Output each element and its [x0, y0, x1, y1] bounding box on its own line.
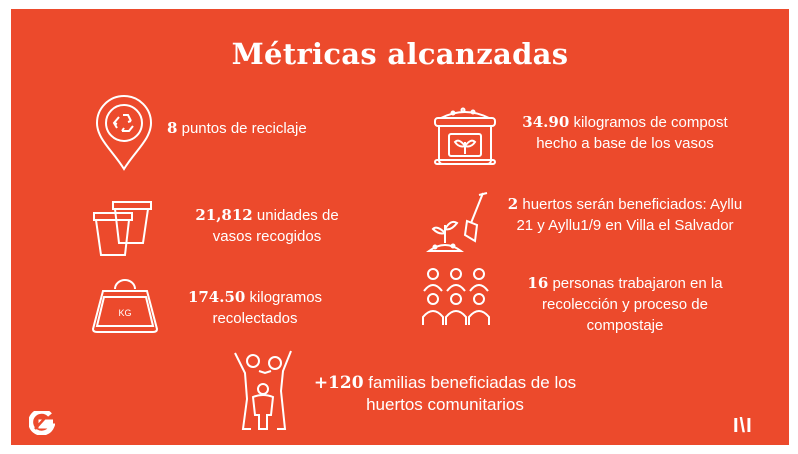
metric-cups-collected: 21,812 unidades de vasos recogidos	[183, 205, 351, 247]
metric-text: huertos serán beneficiados: Ayllu 21 y A…	[516, 196, 743, 234]
metric-gardens: 2 huertos serán beneficiados: Ayllu 21 y…	[505, 194, 745, 236]
compost-bag-icon	[429, 102, 501, 166]
metric-text: familias beneficiadas de los huertos com…	[366, 373, 577, 414]
garden-shovel-icon	[425, 191, 491, 255]
slide: Métricas alcanzadas 8 puntos de reciclaj…	[11, 9, 789, 445]
slide-title: Métricas alcanzadas	[231, 37, 569, 71]
metric-text: kilogramos recolectados	[212, 289, 323, 327]
metric-text: unidades de vasos recogidos	[212, 207, 339, 245]
family-icon	[231, 349, 295, 433]
people-group-icon	[419, 267, 493, 329]
kg-weight-icon: KG	[89, 277, 161, 335]
metric-number: 2	[507, 195, 519, 213]
metric-compost: 34.90 kilogramos de compost hecho a base…	[509, 112, 741, 154]
metric-number: 8	[167, 119, 178, 137]
metric-number: 34.90	[522, 113, 570, 131]
gatorade-logo-icon	[28, 408, 56, 436]
recycling-point-icon	[93, 93, 155, 173]
metric-number: 21,812	[195, 206, 253, 224]
svg-text:KG: KG	[118, 308, 131, 318]
metric-number: +120	[313, 373, 364, 393]
metric-text: personas trabajaron en la recolección y …	[542, 275, 723, 334]
metric-recycling-points: 8 puntos de reciclaje	[167, 118, 307, 139]
cups-icon	[91, 199, 153, 257]
brand-logo-right: I\I	[733, 415, 753, 437]
metric-people: 16 personas trabajaron en la recolección…	[507, 273, 743, 336]
metric-text: kilogramos de compost hecho a base de lo…	[536, 114, 728, 152]
metric-number: 174.50	[187, 288, 246, 306]
metric-families: +120 familias beneficiadas de los huerto…	[309, 372, 581, 416]
metric-number: 16	[527, 274, 549, 292]
metric-text: puntos de reciclaje	[181, 120, 307, 137]
metric-kg-collected: 174.50 kilogramos recolectados	[181, 287, 329, 329]
